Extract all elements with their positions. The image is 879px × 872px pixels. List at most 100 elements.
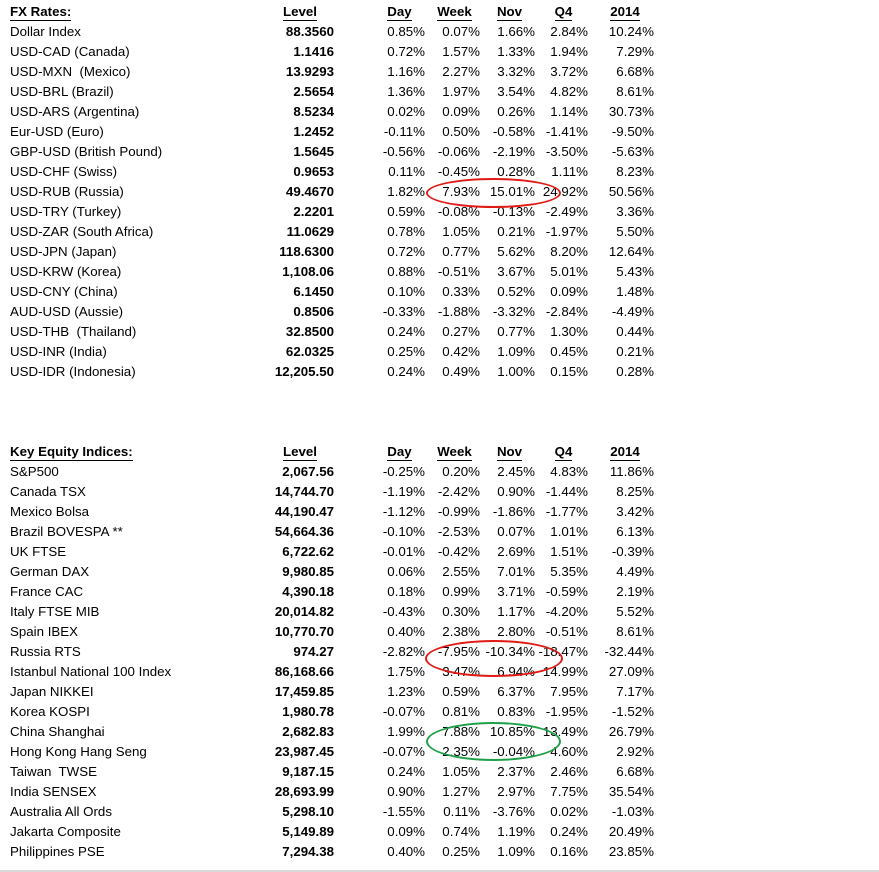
cell-nov: -1.86% — [492, 504, 535, 519]
cell-y2014: 2.92% — [616, 744, 654, 759]
cell-q4: 4.82% — [550, 84, 588, 99]
cell-day: 0.02% — [387, 104, 425, 119]
cell-name: USD-BRL (Brazil) — [10, 84, 114, 99]
table-row: Eur-USD (Euro) 1.2452 -0.11% 0.50% -0.58% -1.… — [10, 122, 660, 142]
cell-week: 2.35% — [442, 744, 480, 759]
equity-col-header-week: Week — [437, 444, 472, 461]
cell-day: -1.19% — [382, 484, 425, 499]
table-row: AUD-USD (Aussie) 0.8506 -0.33% -1.88% -3.32%… — [10, 302, 660, 322]
cell-level: 118.6300 — [279, 244, 334, 259]
cell-day: 0.78% — [387, 224, 425, 239]
cell-nov: 7.01% — [497, 564, 535, 579]
cell-level: 1,980.78 — [282, 704, 334, 719]
cell-level: 0.8506 — [293, 304, 334, 319]
cell-q4: 2.46% — [550, 764, 588, 779]
cell-week: 0.09% — [442, 104, 480, 119]
cell-week: 0.20% — [442, 464, 480, 479]
cell-level: 6.1450 — [293, 284, 334, 299]
cell-nov: -0.04% — [492, 744, 535, 759]
cell-level: 5,298.10 — [282, 804, 334, 819]
cell-week: 0.30% — [442, 604, 480, 619]
cell-level: 9,187.15 — [282, 764, 334, 779]
cell-day: 0.72% — [387, 244, 425, 259]
cell-week: 0.59% — [442, 684, 480, 699]
cell-name: AUD-USD (Aussie) — [10, 304, 124, 319]
cell-y2014: 27.09% — [608, 664, 654, 679]
cell-level: 14,744.70 — [274, 484, 334, 499]
cell-nov: 1.00% — [497, 364, 535, 379]
cell-name: Istanbul National 100 Index — [10, 664, 172, 679]
cell-day: -0.56% — [382, 144, 425, 159]
cell-week: 1.97% — [442, 84, 480, 99]
cell-name: UK FTSE — [10, 544, 67, 559]
cell-spacer — [335, 102, 372, 122]
cell-nov: 10.85% — [489, 724, 535, 739]
table-row: USD-ZAR (South Africa) 11.0629 0.78% 1.05% 0… — [10, 222, 660, 242]
cell-nov: 1.17% — [497, 604, 535, 619]
cell-spacer — [335, 802, 372, 822]
cell-level: 2,067.56 — [282, 464, 334, 479]
cell-spacer — [335, 662, 372, 682]
cell-y2014: 8.61% — [616, 84, 654, 99]
cell-spacer — [335, 602, 372, 622]
bottom-edge-divider — [0, 870, 879, 872]
equity-header-row: Key Equity Indices: Level Day Week Nov Q… — [10, 442, 660, 462]
cell-week: -0.08% — [437, 204, 480, 219]
cell-level: 20,014.82 — [274, 604, 334, 619]
cell-q4: 5.01% — [550, 264, 588, 279]
cell-q4: -1.97% — [545, 224, 588, 239]
cell-level: 2,682.83 — [282, 724, 334, 739]
cell-nov: 0.21% — [497, 224, 535, 239]
cell-spacer — [335, 222, 372, 242]
fx-col-header-level: Level — [282, 4, 317, 21]
cell-name: Hong Kong Hang Seng — [10, 744, 147, 759]
equity-col-header-day: Day — [387, 444, 412, 461]
cell-week: -0.45% — [437, 164, 480, 179]
cell-q4: 4.83% — [550, 464, 588, 479]
cell-nov: 0.77% — [497, 324, 535, 339]
cell-week: 0.74% — [442, 824, 480, 839]
equity-col-header-nov: Nov — [496, 444, 523, 461]
cell-q4: -1.77% — [545, 504, 588, 519]
cell-q4: -1.44% — [545, 484, 588, 499]
cell-day: 0.40% — [387, 624, 425, 639]
cell-week: 0.33% — [442, 284, 480, 299]
cell-nov: 0.07% — [497, 524, 535, 539]
cell-week: 3.47% — [442, 664, 480, 679]
cell-y2014: 8.23% — [616, 164, 654, 179]
cell-week: 7.88% — [442, 724, 480, 739]
cell-spacer — [335, 462, 372, 482]
table-row: Jakarta Composite 5,149.89 0.09% 0.74% 1.19%… — [10, 822, 660, 842]
cell-y2014: 8.25% — [616, 484, 654, 499]
cell-q4: -3.50% — [545, 144, 588, 159]
cell-nov: 2.45% — [497, 464, 535, 479]
cell-day: 1.99% — [387, 724, 425, 739]
cell-y2014: 7.17% — [616, 684, 654, 699]
cell-day: -0.43% — [382, 604, 425, 619]
cell-level: 5,149.89 — [282, 824, 334, 839]
cell-y2014: 11.86% — [609, 464, 654, 479]
cell-y2014: 6.68% — [616, 64, 654, 79]
cell-y2014: -1.03% — [611, 804, 654, 819]
cell-level: 11.0629 — [286, 224, 334, 239]
cell-week: -0.51% — [437, 264, 480, 279]
cell-week: 1.05% — [442, 224, 480, 239]
table-row: Hong Kong Hang Seng 23,987.45 -0.07% 2.35% -… — [10, 742, 660, 762]
cell-spacer — [335, 502, 372, 522]
cell-name: France CAC — [10, 584, 84, 599]
cell-y2014: 5.43% — [616, 264, 654, 279]
cell-q4: -18.47% — [538, 644, 588, 659]
cell-level: 12,205.50 — [274, 364, 334, 379]
cell-q4: -1.95% — [545, 704, 588, 719]
cell-y2014: 0.44% — [616, 324, 654, 339]
cell-q4: 0.24% — [550, 824, 588, 839]
cell-q4: 3.72% — [550, 64, 588, 79]
cell-spacer — [335, 122, 372, 142]
cell-spacer — [335, 22, 372, 42]
cell-nov: 0.52% — [497, 284, 535, 299]
cell-level: 8.5234 — [293, 104, 334, 119]
cell-spacer — [335, 522, 372, 542]
cell-nov: 2.69% — [497, 544, 535, 559]
table-row: USD-KRW (Korea) 1,108.06 0.88% -0.51% 3.67% 5… — [10, 262, 660, 282]
cell-nov: -2.19% — [492, 144, 535, 159]
